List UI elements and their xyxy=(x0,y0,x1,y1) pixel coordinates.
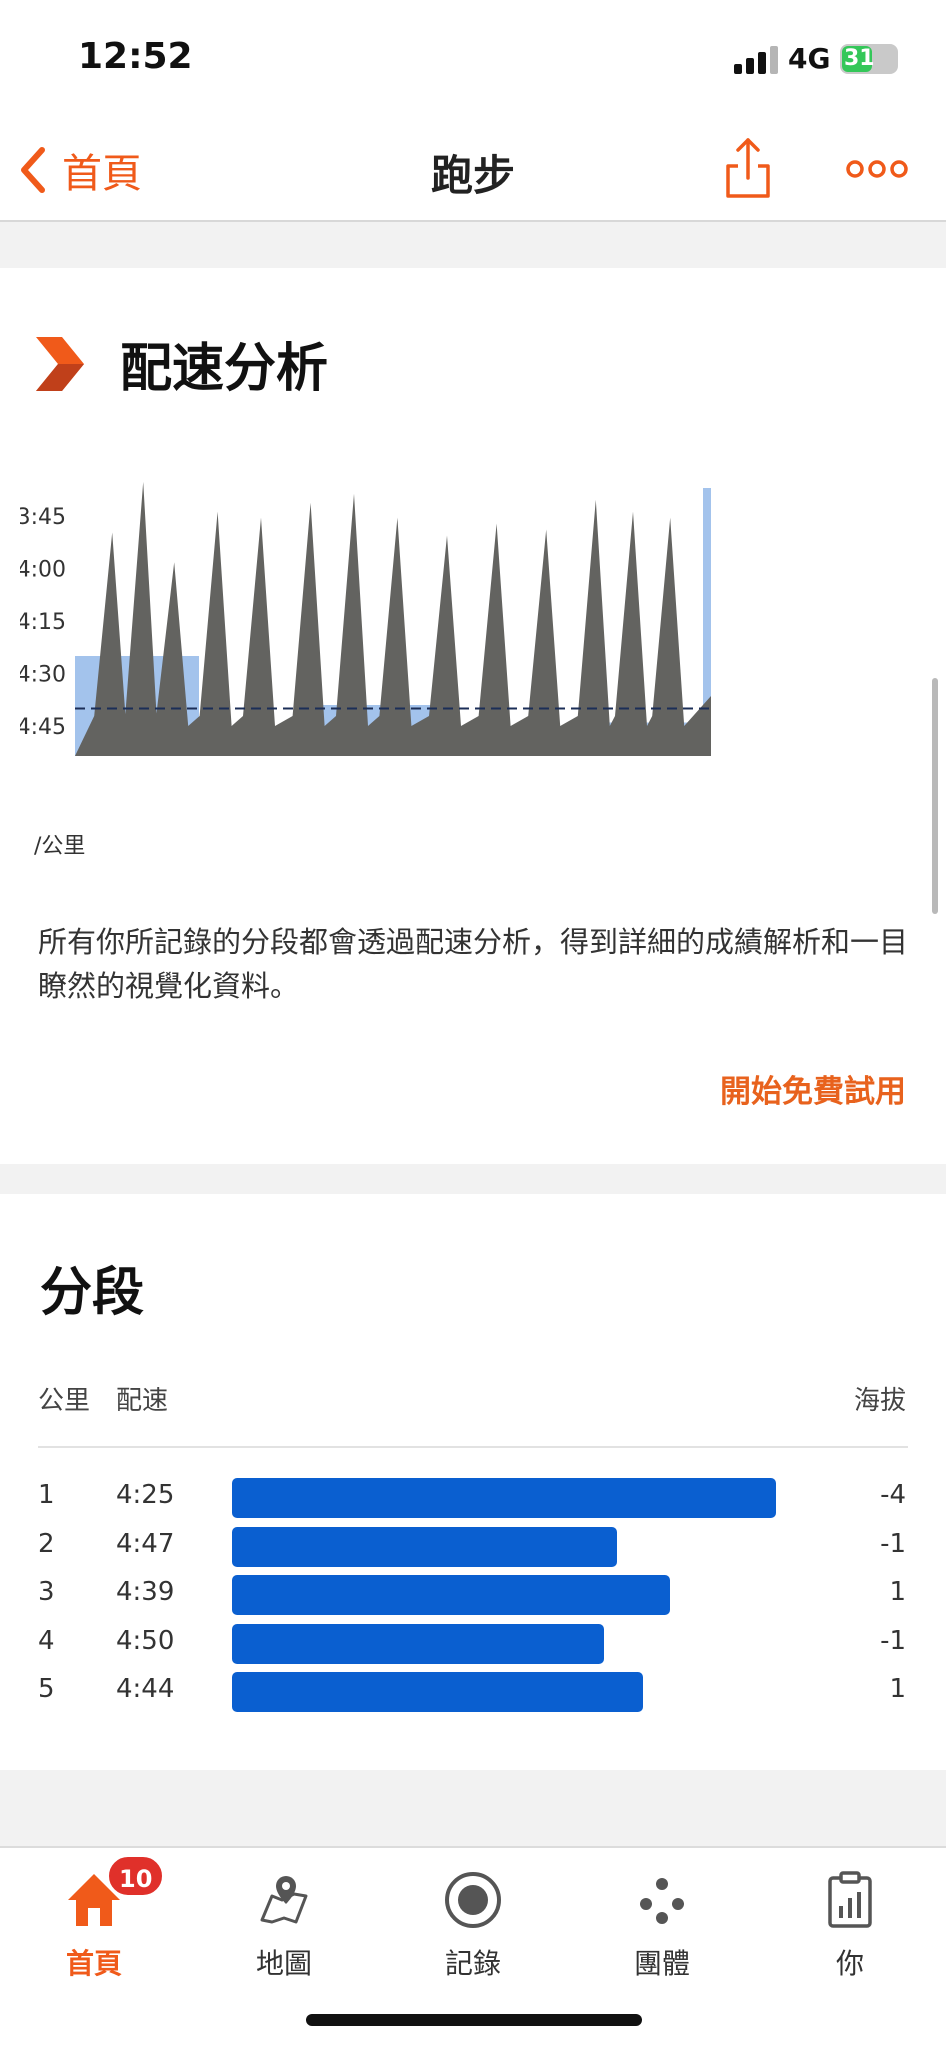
split-elevation: -1 xyxy=(880,1625,906,1656)
split-pace: 4:47 xyxy=(116,1528,175,1559)
pace-analysis-header: 配速分析 xyxy=(36,326,328,401)
split-pace-bar xyxy=(232,1526,617,1567)
divider xyxy=(38,1446,908,1448)
tab-label: 記錄 xyxy=(444,1947,501,1980)
split-pace: 4:39 xyxy=(116,1577,175,1607)
splits-card: 分段 公里 配速 海拔 1 4:25 -4 2 4:47 -1 3 4:39 1 4 4:50 -1 5… xyxy=(0,1194,946,1770)
split-row: 4 4:50 -1 xyxy=(0,1620,946,1668)
share-icon[interactable] xyxy=(724,136,772,200)
partial-split-block xyxy=(703,488,711,756)
network-type: 4G xyxy=(788,42,831,75)
pace-analysis-title: 配速分析 xyxy=(120,339,329,399)
back-label: 首頁 xyxy=(62,151,142,197)
navigation-bar: 首頁 跑步 xyxy=(0,120,946,222)
tab-record[interactable]: 記錄 xyxy=(413,1862,533,1982)
y-axis-unit-label: /公里 xyxy=(34,834,85,859)
pace-analysis-chart: 3:45 4:00 4:15 4:30 4:45 /公里 xyxy=(20,481,711,859)
battery-level: 31 xyxy=(844,46,875,71)
split-pace-bar xyxy=(232,1672,644,1712)
map-icon xyxy=(260,1876,308,1924)
split-pace-bar xyxy=(232,1623,604,1664)
scrollbar[interactable] xyxy=(932,678,938,914)
pace-analysis-description: 所有你所記錄的分段都會透過配速分析，得到詳細的成績解析和一目瞭然的視覺化資料。 xyxy=(38,925,909,1003)
split-km: 1 xyxy=(38,1480,55,1510)
split-elevation: -1 xyxy=(880,1528,906,1559)
y-tick-label: 4:45 xyxy=(20,715,66,740)
record-icon xyxy=(445,1872,501,1928)
split-km: 2 xyxy=(38,1528,55,1559)
tab-label: 你 xyxy=(835,1947,864,1980)
home-indicator xyxy=(306,2014,642,2026)
split-pace: 4:50 xyxy=(116,1625,175,1656)
pace-analysis-card: 配速分析 3:45 4:00 4:15 4:30 4:45 /公里 所有你所記錄的分段都… xyxy=(0,268,946,1164)
tab-label: 團體 xyxy=(633,1947,690,1980)
split-pace: 4:25 xyxy=(116,1480,175,1510)
tab-groups[interactable]: 團體 xyxy=(602,1862,722,1982)
start-free-trial-link[interactable]: 開始免費試用 xyxy=(720,1074,906,1110)
tab-home[interactable]: 10 首頁 xyxy=(34,1854,166,1982)
km-column-header: 公里 xyxy=(38,1386,91,1416)
status-time: 12:52 xyxy=(78,36,193,77)
status-bar: 12:52 4G 31 xyxy=(0,0,946,120)
home-icon xyxy=(68,1874,120,1926)
split-pace-bar xyxy=(232,1575,670,1615)
y-tick-label: 3:45 xyxy=(20,505,66,530)
page-title: 跑步 xyxy=(430,151,515,200)
chevron-left-icon xyxy=(21,147,45,193)
y-tick-label: 4:15 xyxy=(20,610,66,635)
y-tick-label: 4:00 xyxy=(20,558,66,583)
profile-stats-icon xyxy=(828,1871,872,1928)
more-dots-icon[interactable] xyxy=(846,154,908,184)
split-elevation: 1 xyxy=(889,1577,906,1607)
tab-label: 首頁 xyxy=(65,1947,122,1980)
elevation-column-header: 海拔 xyxy=(853,1386,906,1416)
tab-map[interactable]: 地圖 xyxy=(224,1862,344,1982)
notification-badge: 10 xyxy=(106,1854,166,1898)
split-row: 5 4:44 1 xyxy=(0,1668,946,1716)
tab-label: 地圖 xyxy=(255,1947,312,1980)
signal-strength-icon xyxy=(734,46,778,74)
split-row: 1 4:25 -4 xyxy=(0,1474,946,1522)
split-elevation: -4 xyxy=(880,1480,906,1510)
battery-icon: 31 xyxy=(840,44,898,74)
split-pace: 4:44 xyxy=(116,1674,175,1704)
tab-you[interactable]: 你 xyxy=(790,1862,910,1982)
groups-icon xyxy=(640,1878,684,1924)
split-elevation: 1 xyxy=(889,1674,906,1704)
y-tick-label: 4:30 xyxy=(20,663,66,688)
split-km: 4 xyxy=(38,1625,55,1656)
pace-column-header: 配速 xyxy=(116,1386,169,1416)
pace-area xyxy=(75,481,711,756)
back-button[interactable]: 首頁 xyxy=(18,140,142,200)
split-km: 3 xyxy=(38,1577,55,1607)
split-km: 5 xyxy=(38,1674,55,1704)
split-row: 3 4:39 1 xyxy=(0,1571,946,1619)
splits-title: 分段 xyxy=(40,1263,145,1323)
split-pace-bar xyxy=(232,1478,776,1518)
split-row: 2 4:47 -1 xyxy=(0,1523,946,1571)
premium-chevron-icon xyxy=(36,336,84,391)
